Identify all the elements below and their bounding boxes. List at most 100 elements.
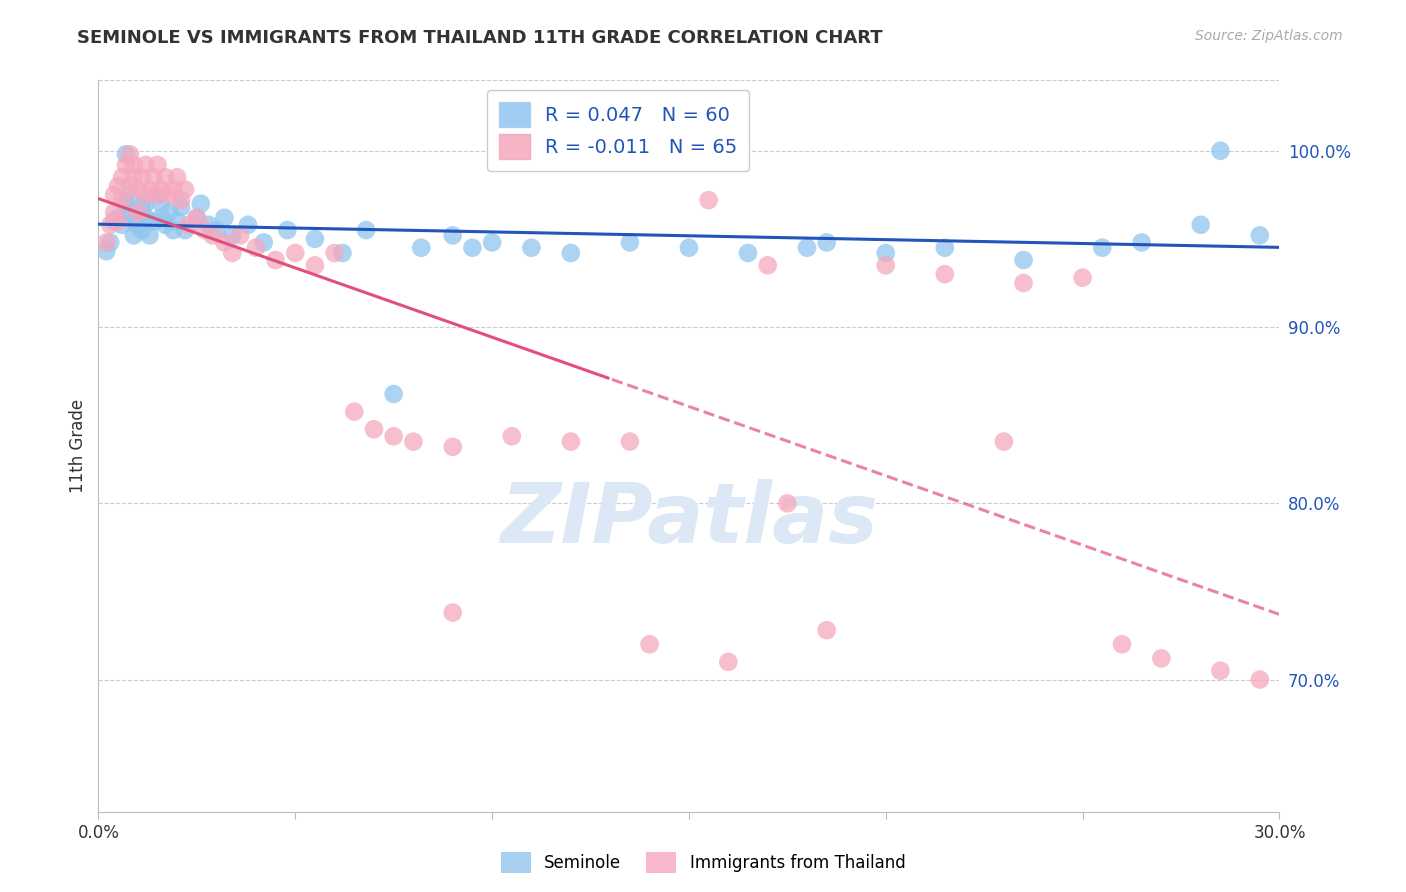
Point	[150, 211, 173, 225]
Point	[221, 228, 243, 243]
Point	[170, 193, 193, 207]
Point	[1012, 276, 1035, 290]
Point	[122, 158, 145, 172]
Point	[1012, 253, 1035, 268]
Point	[146, 158, 169, 172]
Point	[194, 223, 217, 237]
Point	[815, 235, 838, 250]
Point	[131, 200, 153, 214]
Point	[96, 244, 118, 259]
Point	[135, 187, 157, 202]
Point	[131, 170, 153, 185]
Point	[157, 205, 180, 219]
Point	[135, 211, 157, 225]
Point	[441, 606, 464, 620]
Point	[174, 183, 197, 197]
Point	[186, 211, 208, 225]
Point	[619, 235, 641, 250]
Point	[107, 214, 129, 228]
Point	[776, 496, 799, 510]
Point	[111, 218, 134, 232]
Point	[127, 205, 149, 219]
Point	[737, 246, 759, 260]
Point	[201, 228, 224, 243]
Point	[138, 183, 160, 197]
Point	[382, 429, 405, 443]
Point	[118, 147, 141, 161]
Point	[127, 218, 149, 232]
Point	[934, 267, 956, 281]
Point	[343, 404, 366, 418]
Point	[1111, 637, 1133, 651]
Point	[103, 187, 125, 202]
Point	[170, 200, 193, 214]
Point	[115, 147, 138, 161]
Point	[284, 246, 307, 260]
Point	[150, 196, 173, 211]
Legend: R = 0.047   N = 60, R = -0.011   N = 65: R = 0.047 N = 60, R = -0.011 N = 65	[486, 90, 749, 171]
Point	[229, 228, 252, 243]
Point	[678, 241, 700, 255]
Point	[111, 170, 134, 185]
Point	[107, 179, 129, 194]
Point	[98, 235, 121, 250]
Point	[197, 218, 219, 232]
Point	[205, 223, 228, 237]
Point	[150, 183, 173, 197]
Point	[520, 241, 543, 255]
Point	[111, 193, 134, 207]
Point	[146, 187, 169, 202]
Point	[155, 170, 177, 185]
Point	[354, 223, 377, 237]
Point	[253, 235, 276, 250]
Point	[138, 228, 160, 243]
Point	[186, 211, 208, 225]
Point	[127, 205, 149, 219]
Point	[363, 422, 385, 436]
Point	[214, 235, 236, 250]
Point	[756, 258, 779, 272]
Point	[875, 258, 897, 272]
Point	[127, 183, 149, 197]
Point	[1249, 673, 1271, 687]
Point	[264, 253, 287, 268]
Point	[1130, 235, 1153, 250]
Point	[103, 214, 125, 228]
Point	[162, 223, 184, 237]
Point	[1071, 270, 1094, 285]
Point	[98, 218, 121, 232]
Point	[118, 187, 141, 202]
Y-axis label: 11th Grade: 11th Grade	[69, 399, 87, 493]
Point	[560, 246, 582, 260]
Point	[1091, 241, 1114, 255]
Point	[103, 205, 125, 219]
Point	[619, 434, 641, 449]
Point	[815, 623, 838, 637]
Point	[221, 246, 243, 260]
Point	[245, 241, 267, 255]
Point	[236, 218, 259, 232]
Point	[1209, 664, 1232, 678]
Point	[131, 223, 153, 237]
Legend: Seminole, Immigrants from Thailand: Seminole, Immigrants from Thailand	[494, 846, 912, 880]
Point	[115, 196, 138, 211]
Point	[214, 211, 236, 225]
Point	[402, 434, 425, 449]
Point	[166, 214, 188, 228]
Point	[875, 246, 897, 260]
Point	[1189, 218, 1212, 232]
Point	[177, 218, 200, 232]
Point	[107, 211, 129, 225]
Point	[166, 170, 188, 185]
Point	[190, 196, 212, 211]
Point	[638, 637, 661, 651]
Point	[501, 429, 523, 443]
Point	[135, 196, 157, 211]
Point	[411, 241, 433, 255]
Point	[717, 655, 740, 669]
Point	[441, 228, 464, 243]
Point	[157, 187, 180, 202]
Point	[122, 214, 145, 228]
Point	[323, 246, 346, 260]
Text: Source: ZipAtlas.com: Source: ZipAtlas.com	[1195, 29, 1343, 43]
